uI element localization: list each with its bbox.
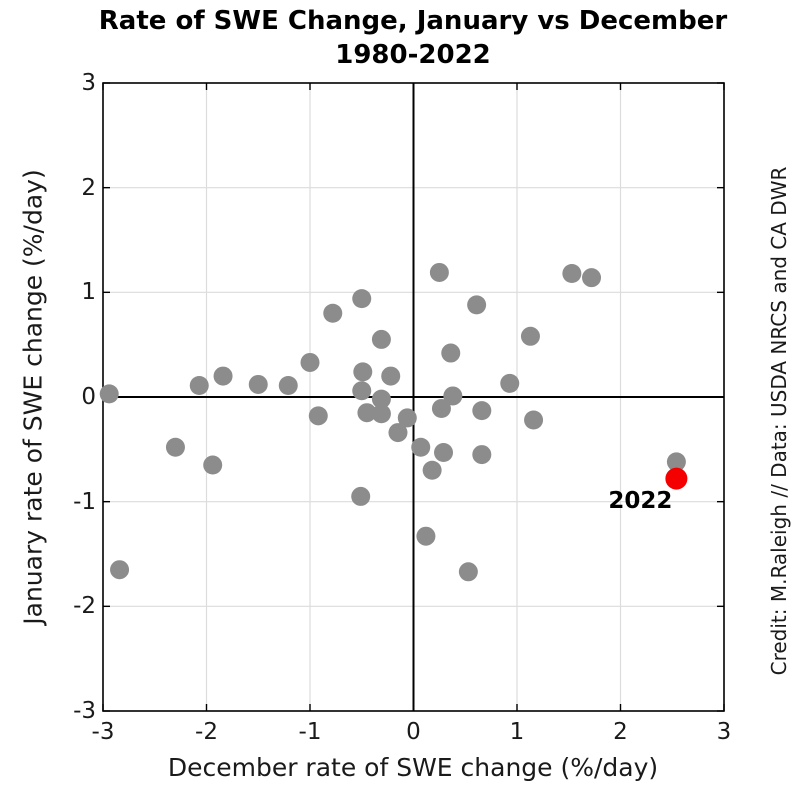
data-point-years-1980-2021	[248, 374, 268, 394]
x-tick-label: 2	[613, 719, 628, 745]
data-point-years-1980-2021	[308, 406, 328, 426]
y-axis-label: January rate of SWE change (%/day)	[18, 169, 48, 625]
data-point-years-1980-2021	[381, 366, 401, 386]
data-point-years-1980-2021	[110, 560, 130, 580]
data-point-year-2022	[665, 467, 688, 490]
data-point-years-1980-2021	[416, 526, 436, 546]
data-point-years-1980-2021	[443, 386, 463, 406]
x-axis-label: December rate of SWE change (%/day)	[167, 753, 659, 782]
x-tick-label: -2	[195, 719, 218, 745]
x-tick-label: 0	[406, 719, 421, 745]
chart-title-line2: 1980-2022	[335, 40, 491, 70]
data-point-years-1980-2021	[213, 366, 233, 386]
data-point-years-1980-2021	[357, 403, 377, 423]
data-point-years-1980-2021	[165, 437, 185, 457]
y-tick-label: 2	[81, 174, 96, 201]
annotation-2022: 2022	[608, 487, 673, 514]
credit-text: Credit: M.Raleigh // Data: USDA NRCS and…	[767, 166, 791, 676]
data-point-years-1980-2021	[371, 329, 391, 349]
data-point-years-1980-2021	[562, 263, 582, 283]
data-point-years-1980-2021	[422, 460, 442, 480]
data-point-years-1980-2021	[353, 362, 373, 382]
data-point-years-1980-2021	[582, 268, 602, 288]
data-point-years-1980-2021	[524, 410, 544, 430]
data-point-years-1980-2021	[371, 404, 391, 424]
data-point-years-1980-2021	[203, 455, 223, 475]
chart-title: Rate of SWE Change, January vs December …	[99, 4, 727, 72]
scatter-plot	[99, 82, 725, 712]
y-tick-label: 0	[81, 384, 96, 410]
data-point-years-1980-2021	[351, 486, 371, 506]
data-point-years-1980-2021	[441, 343, 461, 363]
data-point-years-1980-2021	[429, 262, 449, 282]
chart-title-line1: Rate of SWE Change, January vs December	[98, 6, 728, 36]
data-point-years-1980-2021	[472, 401, 492, 421]
data-point-years-1980-2021	[352, 381, 372, 401]
data-point-years-1980-2021	[397, 408, 417, 428]
x-tick-label: 1	[509, 719, 525, 745]
plot-area	[99, 82, 725, 712]
data-point-years-1980-2021	[189, 375, 209, 395]
x-tick-label: 3	[716, 719, 732, 745]
y-tick-label: 3	[81, 70, 96, 96]
data-point-years-1980-2021	[300, 352, 320, 372]
data-point-years-1980-2021	[472, 445, 492, 465]
x-tick-label: -1	[298, 719, 322, 745]
data-point-years-1980-2021	[520, 326, 540, 346]
data-point-years-1980-2021	[411, 437, 431, 457]
y-tick-label: 1	[81, 279, 96, 306]
data-point-years-1980-2021	[352, 289, 372, 309]
x-tick-label: -3	[91, 719, 115, 745]
data-point-years-1980-2021	[666, 452, 686, 472]
data-point-years-1980-2021	[278, 375, 298, 395]
y-tick-label: -2	[73, 593, 96, 620]
y-tick-label: -3	[73, 698, 96, 724]
data-point-years-1980-2021	[458, 562, 478, 582]
data-point-years-1980-2021	[99, 384, 119, 404]
data-point-years-1980-2021	[371, 389, 391, 409]
data-point-years-1980-2021	[431, 399, 451, 419]
data-point-years-1980-2021	[467, 295, 487, 315]
data-point-years-1980-2021	[500, 373, 520, 393]
data-point-years-1980-2021	[388, 423, 408, 443]
y-tick-label: -1	[73, 488, 96, 515]
data-point-years-1980-2021	[434, 442, 454, 462]
data-point-years-1980-2021	[323, 303, 343, 323]
